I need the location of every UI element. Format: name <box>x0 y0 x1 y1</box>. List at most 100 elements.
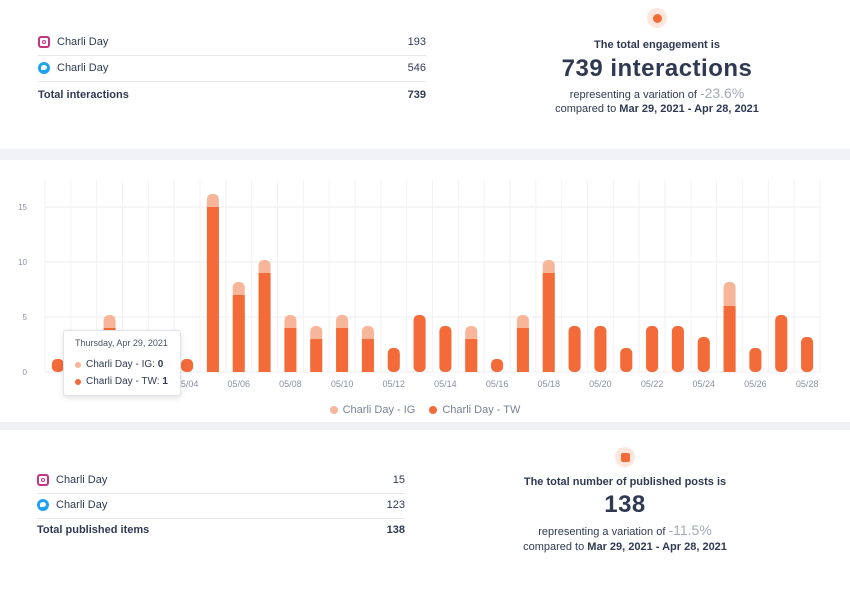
bar-tw <box>516 328 529 372</box>
tw-series-dot <box>75 378 81 385</box>
total-value: 138 <box>386 524 405 536</box>
bar-tw <box>439 326 452 372</box>
bar-tw <box>671 326 684 372</box>
compared-line: compared to Mar 29, 2021 - Apr 28, 2021 <box>500 103 814 115</box>
x-tick-label: 05/04 <box>176 379 199 389</box>
account-name: Charli Day <box>56 499 108 511</box>
posts-row-twitter: Charli Day 123 <box>37 498 405 512</box>
compared-prefix: compared to <box>555 103 617 115</box>
posts-card: Charli Day 15 Charli Day 123 Total publi… <box>0 430 850 593</box>
divider <box>38 81 426 82</box>
engagement-summary: The total engagement is 739 interactions… <box>500 8 814 115</box>
x-tick-label: 05/26 <box>744 379 767 389</box>
compared-range: Mar 29, 2021 - Apr 28, 2021 <box>587 541 727 553</box>
variation-line: representing a variation of -11.5% <box>470 522 780 538</box>
bar-tw <box>310 339 323 372</box>
x-tick-label: 05/20 <box>589 379 612 389</box>
total-value: 739 <box>407 89 426 101</box>
legend-label: Charli Day - TW <box>442 404 521 416</box>
x-tick-label: 05/12 <box>382 379 405 389</box>
bar-tw <box>775 315 788 372</box>
ig-series-dot <box>75 361 81 368</box>
compared-line: compared to Mar 29, 2021 - Apr 28, 2021 <box>470 541 780 553</box>
instagram-icon <box>38 36 50 48</box>
bar-tw <box>491 359 504 372</box>
bar-tw <box>697 337 710 372</box>
bar-tw <box>620 348 633 372</box>
chart-legend: Charli Day - IG Charli Day - TW <box>0 404 850 416</box>
y-tick-label: 5 <box>23 313 28 322</box>
engagement-total-row: Total interactions 739 <box>38 88 426 102</box>
x-tick-label: 05/18 <box>537 379 560 389</box>
bar-tw <box>749 348 762 372</box>
instagram-icon <box>37 474 49 486</box>
bar-tw <box>336 328 349 372</box>
twitter-icon <box>37 499 49 511</box>
legend-item-ig[interactable]: Charli Day - IG <box>329 404 415 416</box>
bar-tw <box>232 295 245 372</box>
x-tick-label: 05/28 <box>796 379 819 389</box>
bar-tw <box>801 337 814 372</box>
account-name: Charli Day <box>57 36 109 48</box>
chat-bubble-icon <box>647 8 667 28</box>
posts-row-instagram: Charli Day 15 <box>37 473 405 487</box>
twitter-icon <box>38 62 50 74</box>
legend-swatch <box>329 406 338 414</box>
engagement-row-twitter: Charli Day 546 <box>38 61 426 75</box>
engagement-row-instagram: Charli Day 193 <box>38 35 426 49</box>
y-tick-label: 10 <box>18 258 27 267</box>
divider <box>37 493 405 494</box>
chart-tooltip: Thursday, Apr 29, 2021 Charli Day - IG: … <box>63 330 181 396</box>
post-count: 123 <box>386 499 405 511</box>
x-tick-label: 05/06 <box>227 379 250 389</box>
bar-tw <box>723 306 736 372</box>
post-count: 15 <box>392 474 405 486</box>
variation-value: -11.5% <box>668 522 712 538</box>
bar-tw <box>51 359 64 372</box>
interaction-count: 546 <box>407 62 426 74</box>
compared-prefix: compared to <box>523 541 585 553</box>
summary-total: 739 interactions <box>561 55 753 82</box>
tooltip-row-tw: Charli Day - TW: 1 <box>75 376 168 387</box>
tooltip-date: Thursday, Apr 29, 2021 <box>75 338 168 348</box>
y-tick-label: 15 <box>18 203 27 212</box>
variation-value: -23.6% <box>699 85 745 101</box>
tooltip-label: Charli Day - IG: <box>86 359 155 370</box>
engagement-card: Charli Day 193 Charli Day 546 Total inte… <box>0 0 850 149</box>
variation-prefix: representing a variation of <box>538 526 666 538</box>
bar-tw <box>594 326 607 372</box>
x-tick-label: 05/14 <box>434 379 457 389</box>
bar-tw <box>413 315 426 372</box>
bar-tw <box>387 348 400 372</box>
bar-tw <box>258 273 271 372</box>
variation-line: representing a variation of -23.6% <box>500 85 814 101</box>
account-name: Charli Day <box>57 62 109 74</box>
summary-total: 138 <box>604 491 646 518</box>
legend-swatch <box>429 406 438 414</box>
bar-tw <box>361 339 374 372</box>
bar-tw <box>465 339 478 372</box>
total-label: Total published items <box>37 524 150 536</box>
image-icon <box>615 447 635 467</box>
bar-tw <box>284 328 297 372</box>
tooltip-value: 0 <box>157 359 164 370</box>
posts-total-row: Total published items 138 <box>37 523 405 537</box>
x-tick-label: 05/24 <box>692 379 715 389</box>
summary-title: The total number of published posts is <box>523 476 727 488</box>
legend-item-tw[interactable]: Charli Day - TW <box>429 404 520 416</box>
divider <box>37 518 405 519</box>
tooltip-row-ig: Charli Day - IG: 0 <box>75 359 163 370</box>
variation-prefix: representing a variation of <box>569 89 697 101</box>
bar-tw <box>646 326 659 372</box>
bar-tw <box>542 273 555 372</box>
x-tick-label: 05/16 <box>486 379 509 389</box>
x-tick-label: 05/10 <box>331 379 354 389</box>
interaction-count: 193 <box>407 36 426 48</box>
y-tick-label: 0 <box>23 368 28 377</box>
x-tick-label: 05/08 <box>279 379 302 389</box>
posts-summary: The total number of published posts is 1… <box>470 447 780 553</box>
summary-title: The total engagement is <box>594 39 720 51</box>
divider <box>38 55 426 56</box>
bar-tw <box>181 359 194 372</box>
x-tick-label: 05/22 <box>641 379 664 389</box>
